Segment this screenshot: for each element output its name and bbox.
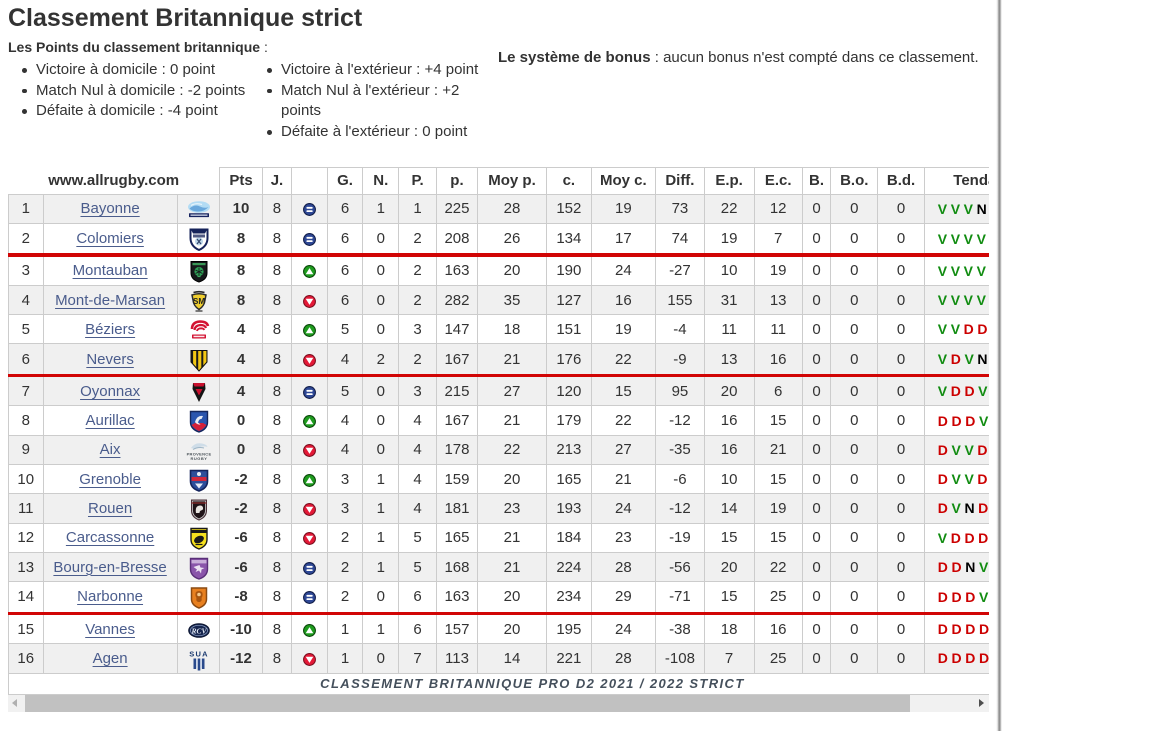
- svg-text:SM: SM: [193, 296, 205, 305]
- svg-text:PROVENCE: PROVENCE: [186, 451, 211, 456]
- svg-text:RUGBY: RUGBY: [190, 456, 207, 461]
- svg-text:RCV: RCV: [190, 626, 207, 635]
- svg-text:SUA: SUA: [189, 649, 208, 658]
